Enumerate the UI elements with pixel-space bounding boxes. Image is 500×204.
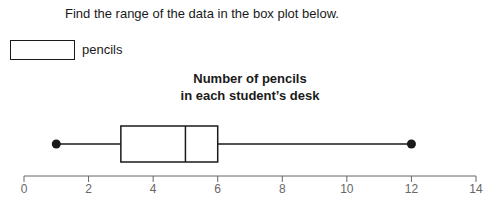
svg-text:8: 8 <box>279 182 286 196</box>
svg-text:4: 4 <box>150 182 157 196</box>
svg-text:2: 2 <box>85 182 92 196</box>
html-text:Number of pencils in each stud: Number of pencils in each student’s desk <box>180 71 320 103</box>
svg-text:14: 14 <box>469 182 483 196</box>
html-text:Find the range of the data in: Find the range of the data in the box pl… <box>65 6 339 21</box>
svg-text:6: 6 <box>214 182 221 196</box>
svg-text:0: 0 <box>21 182 28 196</box>
svg-text:10: 10 <box>340 182 354 196</box>
html-text:pencils: pencils <box>82 42 123 57</box>
svg-text:12: 12 <box>405 182 419 196</box>
